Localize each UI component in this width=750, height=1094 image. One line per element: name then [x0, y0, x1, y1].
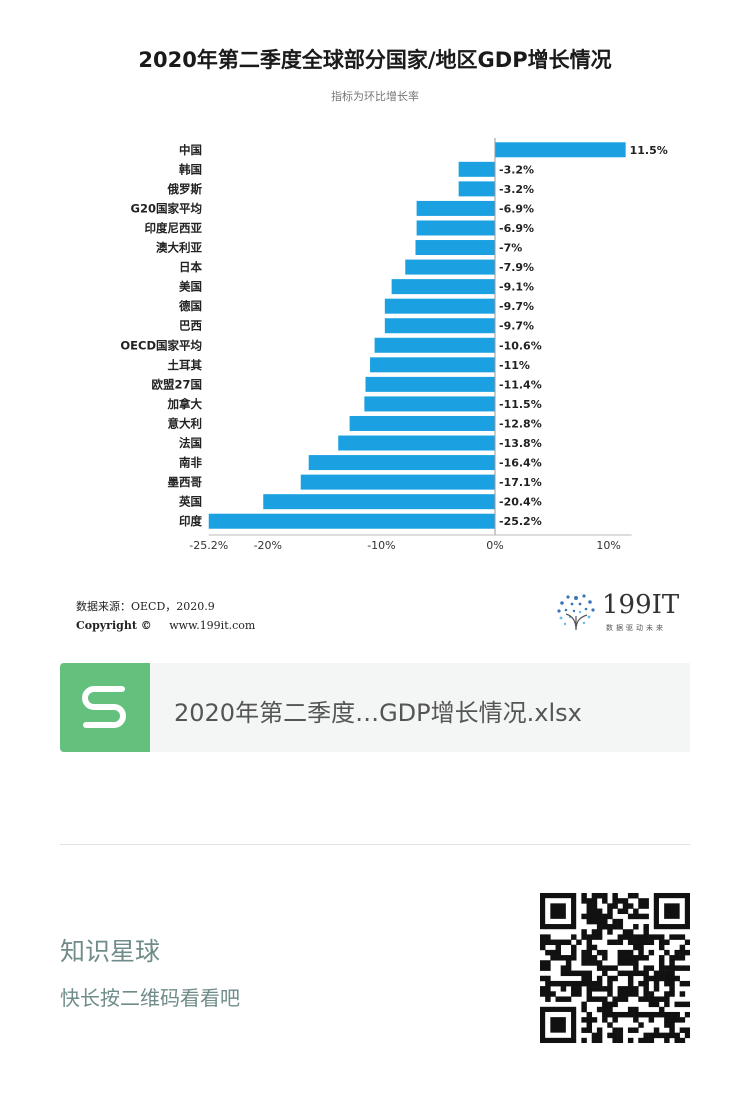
value-label: -3.2% — [499, 183, 534, 196]
category-label: 欧盟27国 — [151, 377, 202, 391]
bar-0 — [495, 142, 626, 158]
value-label: -9.7% — [499, 320, 534, 333]
file-name: 2020年第二季度…GDP增长情况.xlsx — [174, 699, 582, 727]
bar-6 — [405, 259, 495, 275]
value-label: 11.5% — [630, 144, 668, 157]
planet-subtitle: 快长按二维码看看吧 — [60, 986, 240, 1010]
x-tick-label: -20% — [254, 539, 282, 552]
bar-18 — [263, 494, 495, 510]
category-label: 巴西 — [179, 319, 202, 333]
value-label: -20.4% — [499, 496, 542, 509]
category-label: 美国 — [179, 280, 202, 294]
bar-5 — [415, 240, 495, 256]
category-label: 澳大利亚 — [156, 241, 202, 255]
x-tick-label: 10% — [596, 539, 620, 552]
bar-11 — [370, 357, 495, 373]
category-label: 印度 — [179, 514, 202, 528]
chart-title: 2020年第二季度全球部分国家/地区GDP增长情况 — [138, 48, 612, 72]
bar-chart: 中国 11.5% 韩国 -3.2% 俄罗斯 -3.2% G20国家平均 -6.9% 印度尼西亚 -… — [120, 138, 668, 552]
brand-logo: 199IT 数据驱动未来 — [554, 590, 704, 635]
qr-code-icon[interactable] — [540, 893, 690, 1043]
value-label: -10.6% — [499, 339, 542, 352]
dots-logo-icon — [557, 594, 595, 631]
bar-4 — [416, 220, 495, 236]
brand-name: 199IT — [602, 590, 680, 620]
value-label: -11.5% — [499, 398, 542, 411]
bar-2 — [458, 181, 495, 197]
bar-15 — [338, 435, 495, 451]
category-label: 英国 — [178, 495, 202, 509]
category-label: 俄罗斯 — [167, 182, 203, 196]
bar-17 — [300, 474, 495, 490]
category-label: 韩国 — [179, 162, 202, 176]
bar-14 — [349, 415, 495, 431]
value-label: -11% — [499, 359, 530, 372]
category-label: 加拿大 — [167, 397, 203, 411]
x-tick-label: -10% — [367, 539, 395, 552]
category-label: 墨西哥 — [168, 475, 203, 489]
value-label: -13.8% — [499, 437, 542, 450]
bar-16 — [308, 455, 495, 471]
category-label: 土耳其 — [168, 358, 203, 372]
category-label: 日本 — [179, 260, 202, 274]
category-label: 法国 — [179, 436, 202, 450]
chart-subtitle: 指标为环比增长率 — [331, 90, 419, 103]
category-label: 印度尼西亚 — [145, 221, 203, 235]
category-label: 南非 — [179, 456, 202, 470]
value-label: -6.9% — [499, 202, 534, 215]
value-label: -16.4% — [499, 457, 542, 470]
bar-3 — [416, 200, 495, 216]
value-label: -9.1% — [499, 281, 534, 294]
bar-19 — [208, 513, 495, 529]
bar-10 — [374, 337, 495, 353]
category-label: G20国家平均 — [131, 201, 202, 215]
value-label: -25.2% — [499, 515, 542, 528]
data-source: 数据来源：OECD，2020.9 — [76, 600, 215, 613]
value-label: -11.4% — [499, 378, 542, 391]
x-tick-label: -25.2% — [189, 539, 228, 552]
bar-12 — [365, 376, 495, 392]
brand-slogan: 数据驱动未来 — [606, 624, 666, 632]
divider — [60, 844, 690, 845]
category-label: 意大利 — [168, 416, 203, 430]
copyright-url[interactable]: www.199it.com — [169, 619, 256, 632]
value-label: -3.2% — [499, 163, 534, 176]
bar-7 — [391, 279, 495, 295]
value-label: -12.8% — [499, 417, 542, 430]
category-label: OECD国家平均 — [120, 338, 202, 352]
value-label: -17.1% — [499, 476, 542, 489]
spreadsheet-s-icon — [60, 663, 150, 752]
bar-13 — [364, 396, 495, 412]
bar-9 — [384, 318, 495, 334]
value-label: -7.9% — [499, 261, 534, 274]
category-label: 德国 — [178, 299, 202, 313]
value-label: -7% — [499, 242, 522, 255]
planet-title: 知识星球 — [60, 937, 161, 966]
x-tick-label: 0% — [486, 539, 503, 552]
copyright-label: Copyright © — [76, 619, 152, 632]
bar-8 — [384, 298, 495, 314]
file-attachment-card[interactable]: 2020年第二季度…GDP增长情况.xlsx — [60, 663, 690, 752]
category-label: 中国 — [179, 143, 202, 157]
value-label: -9.7% — [499, 300, 534, 313]
bar-1 — [458, 161, 495, 177]
value-label: -6.9% — [499, 222, 534, 235]
copyright-line: Copyright © www.199it.com — [76, 619, 255, 632]
